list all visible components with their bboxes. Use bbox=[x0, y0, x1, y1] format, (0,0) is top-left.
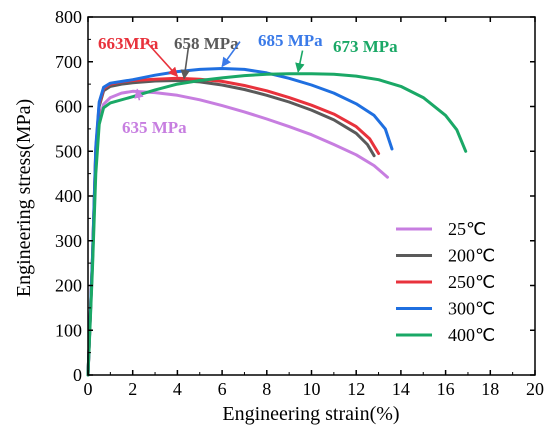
annotation-arrow bbox=[295, 50, 305, 73]
y-tick-label: 300 bbox=[55, 231, 82, 251]
plot-area bbox=[86, 67, 468, 377]
y-tick-label: 700 bbox=[55, 52, 82, 72]
annotation-arrow bbox=[145, 41, 179, 78]
x-tick-label: 20 bbox=[526, 379, 544, 399]
x-tick-label: 12 bbox=[347, 379, 365, 399]
x-tick-label: 0 bbox=[84, 379, 93, 399]
legend-label: 250℃ bbox=[448, 272, 495, 292]
x-tick-label: 10 bbox=[303, 379, 321, 399]
legend-label: 200℃ bbox=[448, 246, 495, 266]
y-tick-label: 100 bbox=[55, 320, 82, 340]
annotation-label: 685 MPa bbox=[258, 31, 323, 50]
x-tick-label: 2 bbox=[128, 379, 137, 399]
annotation-label: 658 MPa bbox=[174, 34, 239, 53]
legend: 25℃ 200℃ 250℃ 300℃ 400℃ bbox=[396, 219, 495, 345]
annotation-label: 663MPa bbox=[98, 34, 159, 53]
y-tick-label: 600 bbox=[55, 97, 82, 117]
x-tick-label: 6 bbox=[218, 379, 227, 399]
legend-label: 300℃ bbox=[448, 299, 495, 319]
y-tick-label: 400 bbox=[55, 186, 82, 206]
x-tick-label: 8 bbox=[262, 379, 271, 399]
y-tick-label: 800 bbox=[55, 7, 82, 27]
x-tick-label: 14 bbox=[392, 379, 410, 399]
legend-label: 25℃ bbox=[448, 219, 486, 239]
annotation-arrow bbox=[180, 45, 191, 80]
x-axis-title: Engineering strain(%) bbox=[222, 403, 399, 425]
x-tick-label: 16 bbox=[437, 379, 455, 399]
y-tick-label: 200 bbox=[55, 276, 82, 296]
annotations: 663MPa 658 MPa 685 MPa 673 MPa 635 MPa bbox=[98, 31, 398, 137]
series-line-3 bbox=[86, 67, 394, 377]
annotation-arrow bbox=[221, 41, 241, 68]
x-tick-label: 4 bbox=[173, 379, 182, 399]
annotation-label: 635 MPa bbox=[122, 118, 187, 137]
y-tick-label: 500 bbox=[55, 141, 82, 161]
plot-frame bbox=[87, 16, 536, 376]
series-line-4 bbox=[86, 72, 468, 377]
y-tick-label: 0 bbox=[73, 365, 82, 385]
axes: 0 2 4 6 8 10 12 14 16 18 2001002003004005006007008… bbox=[55, 7, 544, 399]
legend-label: 400℃ bbox=[448, 325, 495, 345]
annotation-arrow bbox=[134, 88, 144, 101]
annotation-label: 673 MPa bbox=[333, 37, 398, 56]
y-axis-title: Engineering stress(MPa) bbox=[13, 99, 35, 297]
x-tick-label: 18 bbox=[481, 379, 499, 399]
